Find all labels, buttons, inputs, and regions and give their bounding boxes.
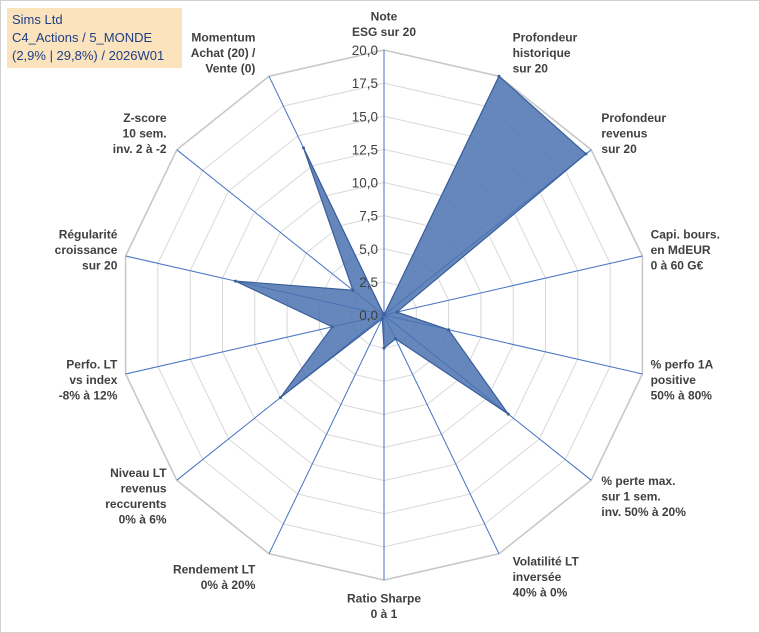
axis-label: Perfo. LT vs index -8% à 12% — [59, 357, 118, 402]
tick-label: 5,0 — [359, 242, 378, 257]
data-point — [382, 346, 386, 350]
portfolio-stats: (2,9% | 29,8%) / 2026W01 — [12, 48, 165, 63]
axis-label: Z-score 10 sem. inv. 2 à -2 — [113, 111, 167, 156]
data-point — [278, 396, 282, 400]
portfolio-name: C4_Actions / 5_MONDE — [12, 30, 153, 45]
axis-label: Régularité croissance sur 20 — [55, 228, 118, 273]
axis-spoke — [176, 149, 385, 316]
company-name: Sims Ltd — [12, 12, 63, 27]
data-point — [382, 313, 386, 317]
data-point — [233, 279, 237, 283]
radar-axis-labels: Note ESG sur 20 Profondeur historique sur 20… — [55, 9, 720, 621]
axis-label: Capi. bours. en MdEUR 0 à 60 G€ — [651, 228, 720, 273]
axis-spoke — [268, 314, 385, 555]
axis-label: % perfo 1A positive 50% à 80% — [651, 357, 714, 402]
data-point — [351, 288, 355, 292]
series-area — [235, 75, 587, 415]
radar-tick-labels: 0,0 2,5 5,0 7,5 10,0 12,5 15,0 17,5 20,0 — [352, 43, 378, 323]
axis-label: % perte max. sur 1 sem. inv. 50% à 20% — [601, 474, 686, 519]
tick-label: 12,5 — [352, 142, 378, 157]
data-point — [394, 337, 397, 341]
data-point — [380, 317, 384, 321]
data-point — [447, 328, 451, 332]
axis-spoke — [383, 314, 500, 555]
tick-label: 10,0 — [352, 176, 378, 191]
axis-label: Rendement LT 0% à 20% — [173, 562, 256, 592]
tick-label: 2,5 — [359, 275, 378, 290]
tick-label: 7,5 — [359, 209, 378, 224]
axis-label: Profondeur historique sur 20 — [513, 30, 578, 75]
tick-label: 0,0 — [359, 308, 378, 323]
data-point — [395, 310, 399, 314]
axis-label: Niveau LT revenus reccurents 0% à 6% — [105, 466, 167, 527]
axis-spoke — [383, 255, 643, 316]
tick-label: 20,0 — [352, 43, 378, 58]
data-point — [506, 412, 510, 416]
axis-label: Momentum Achat (20) / Vente (0) — [191, 30, 256, 75]
axis-label: Note ESG sur 20 — [352, 9, 416, 39]
axis-label: Volatilité LT inversée 40% à 0% — [513, 555, 580, 600]
axis-label: Profondeur revenus sur 20 — [601, 111, 666, 156]
info-box: Sims Ltd C4_Actions / 5_MONDE (2,9% | 29… — [7, 8, 182, 68]
data-point — [330, 325, 334, 329]
data-point — [497, 74, 501, 78]
radar-series — [233, 74, 588, 416]
tick-label: 17,5 — [352, 76, 378, 91]
data-point — [302, 146, 305, 150]
axis-label: Ratio Sharpe 0 à 1 — [347, 591, 421, 621]
tick-label: 15,0 — [352, 109, 378, 124]
data-point — [584, 152, 588, 156]
